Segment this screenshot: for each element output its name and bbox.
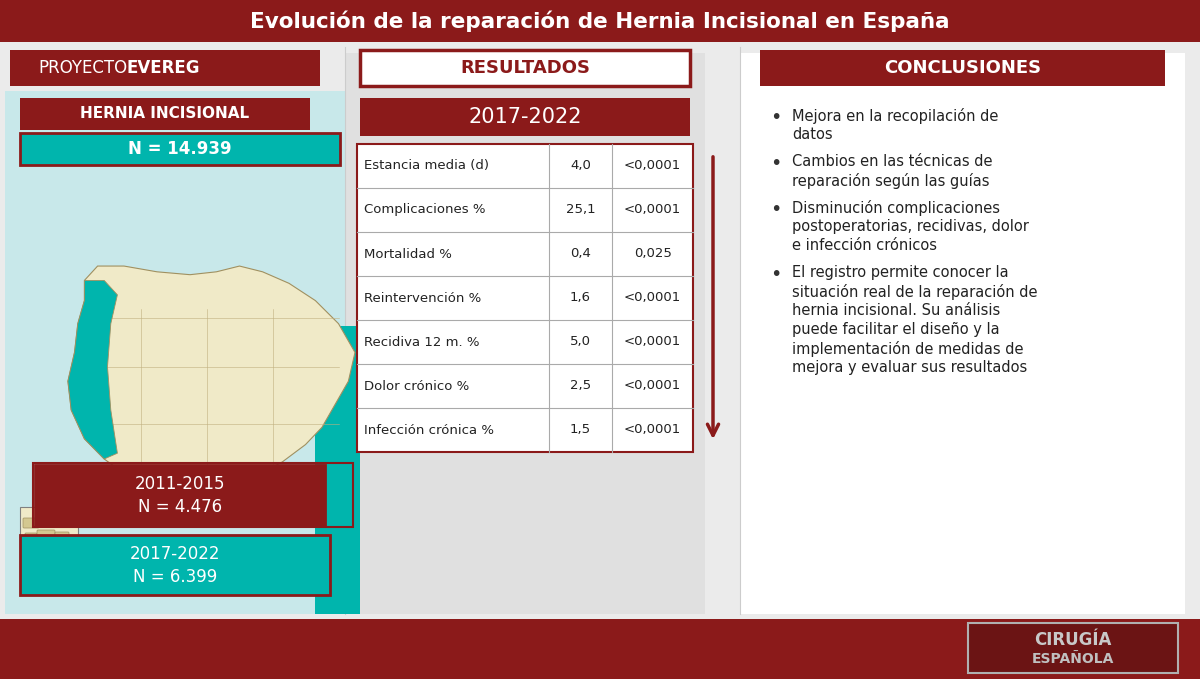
Text: reparación según las guías: reparación según las guías (792, 173, 990, 189)
Text: HERNIA INCISIONAL: HERNIA INCISIONAL (80, 107, 250, 122)
FancyBboxPatch shape (10, 50, 320, 86)
Text: 25,1: 25,1 (565, 204, 595, 217)
Text: Mortalidad %: Mortalidad % (364, 248, 452, 261)
FancyBboxPatch shape (37, 530, 55, 540)
Text: N = 6.399: N = 6.399 (133, 568, 217, 586)
FancyBboxPatch shape (53, 517, 64, 524)
Text: <0,0001: <0,0001 (624, 204, 682, 217)
Text: <0,0001: <0,0001 (624, 160, 682, 172)
FancyBboxPatch shape (20, 133, 340, 165)
Text: 2011-2015: 2011-2015 (134, 475, 226, 494)
FancyBboxPatch shape (38, 517, 53, 525)
Text: 1,6: 1,6 (570, 291, 590, 304)
Polygon shape (68, 280, 118, 459)
Text: PROYECTO: PROYECTO (38, 59, 127, 77)
Text: Estancia media (d): Estancia media (d) (364, 160, 490, 172)
Text: Disminución complicaciones: Disminución complicaciones (792, 200, 1004, 216)
Text: 1,5: 1,5 (570, 424, 592, 437)
FancyBboxPatch shape (0, 619, 1200, 679)
Text: •: • (770, 108, 781, 127)
Text: <0,0001: <0,0001 (624, 424, 682, 437)
Text: RESULTADOS: RESULTADOS (460, 59, 590, 77)
FancyBboxPatch shape (35, 465, 325, 525)
Text: N = 4.476: N = 4.476 (138, 498, 222, 516)
FancyBboxPatch shape (64, 518, 74, 526)
Text: postoperatorias, recidivas, dolor: postoperatorias, recidivas, dolor (792, 219, 1028, 234)
Text: Infección crónica %: Infección crónica % (364, 424, 494, 437)
Text: Evolución de la reparación de Hernia Incisional en España: Evolución de la reparación de Hernia Inc… (250, 10, 950, 32)
Text: 2017-2022: 2017-2022 (468, 107, 582, 127)
FancyBboxPatch shape (740, 53, 1186, 614)
Text: •: • (770, 265, 781, 284)
Text: •: • (770, 154, 781, 173)
Text: <0,0001: <0,0001 (624, 291, 682, 304)
FancyBboxPatch shape (5, 91, 355, 614)
Text: hernia incisional. Su análisis: hernia incisional. Su análisis (792, 303, 1001, 318)
Text: implementación de medidas de: implementación de medidas de (792, 341, 1024, 357)
FancyBboxPatch shape (55, 532, 70, 541)
FancyBboxPatch shape (314, 327, 360, 614)
FancyBboxPatch shape (358, 144, 694, 452)
Text: 2,5: 2,5 (570, 380, 592, 392)
FancyBboxPatch shape (346, 53, 706, 614)
Text: 0,4: 0,4 (570, 248, 590, 261)
Text: Mejora en la recopilación de: Mejora en la recopilación de (792, 108, 1003, 124)
FancyBboxPatch shape (360, 98, 690, 136)
FancyBboxPatch shape (20, 535, 330, 595)
Text: mejora y evaluar sus resultados: mejora y evaluar sus resultados (792, 360, 1027, 375)
FancyBboxPatch shape (23, 518, 38, 528)
Text: Cambios en las técnicas de: Cambios en las técnicas de (792, 154, 997, 169)
FancyBboxPatch shape (25, 533, 37, 542)
Text: datos: datos (792, 127, 833, 142)
FancyBboxPatch shape (20, 98, 310, 130)
Text: Dolor crónico %: Dolor crónico % (364, 380, 469, 392)
FancyBboxPatch shape (760, 50, 1165, 86)
Text: 4,0: 4,0 (570, 160, 590, 172)
FancyBboxPatch shape (360, 50, 690, 86)
Text: puede facilitar el diseño y la: puede facilitar el diseño y la (792, 322, 1000, 337)
Text: <0,0001: <0,0001 (624, 380, 682, 392)
Text: e infección crónicos: e infección crónicos (792, 238, 937, 253)
FancyBboxPatch shape (968, 623, 1178, 673)
FancyBboxPatch shape (20, 507, 78, 549)
Text: ESPAÑOLA: ESPAÑOLA (1032, 652, 1114, 666)
Text: 0,025: 0,025 (634, 248, 672, 261)
Text: Recidiva 12 m. %: Recidiva 12 m. % (364, 335, 480, 348)
Text: 2017-2022: 2017-2022 (130, 545, 221, 564)
Text: CONCLUSIONES: CONCLUSIONES (884, 59, 1042, 77)
Text: Reintervención %: Reintervención % (364, 291, 481, 304)
Text: situación real de la reparación de: situación real de la reparación de (792, 284, 1038, 300)
Text: CIRUGÍA: CIRUGÍA (1034, 631, 1111, 649)
Text: <0,0001: <0,0001 (624, 335, 682, 348)
Polygon shape (68, 266, 355, 488)
Text: N = 14.939: N = 14.939 (128, 140, 232, 158)
Text: 5,0: 5,0 (570, 335, 590, 348)
Text: EVEREG: EVEREG (127, 59, 200, 77)
Text: •: • (770, 200, 781, 219)
Text: Complicaciones %: Complicaciones % (364, 204, 486, 217)
Text: El registro permite conocer la: El registro permite conocer la (792, 265, 1013, 280)
FancyBboxPatch shape (0, 0, 1200, 42)
